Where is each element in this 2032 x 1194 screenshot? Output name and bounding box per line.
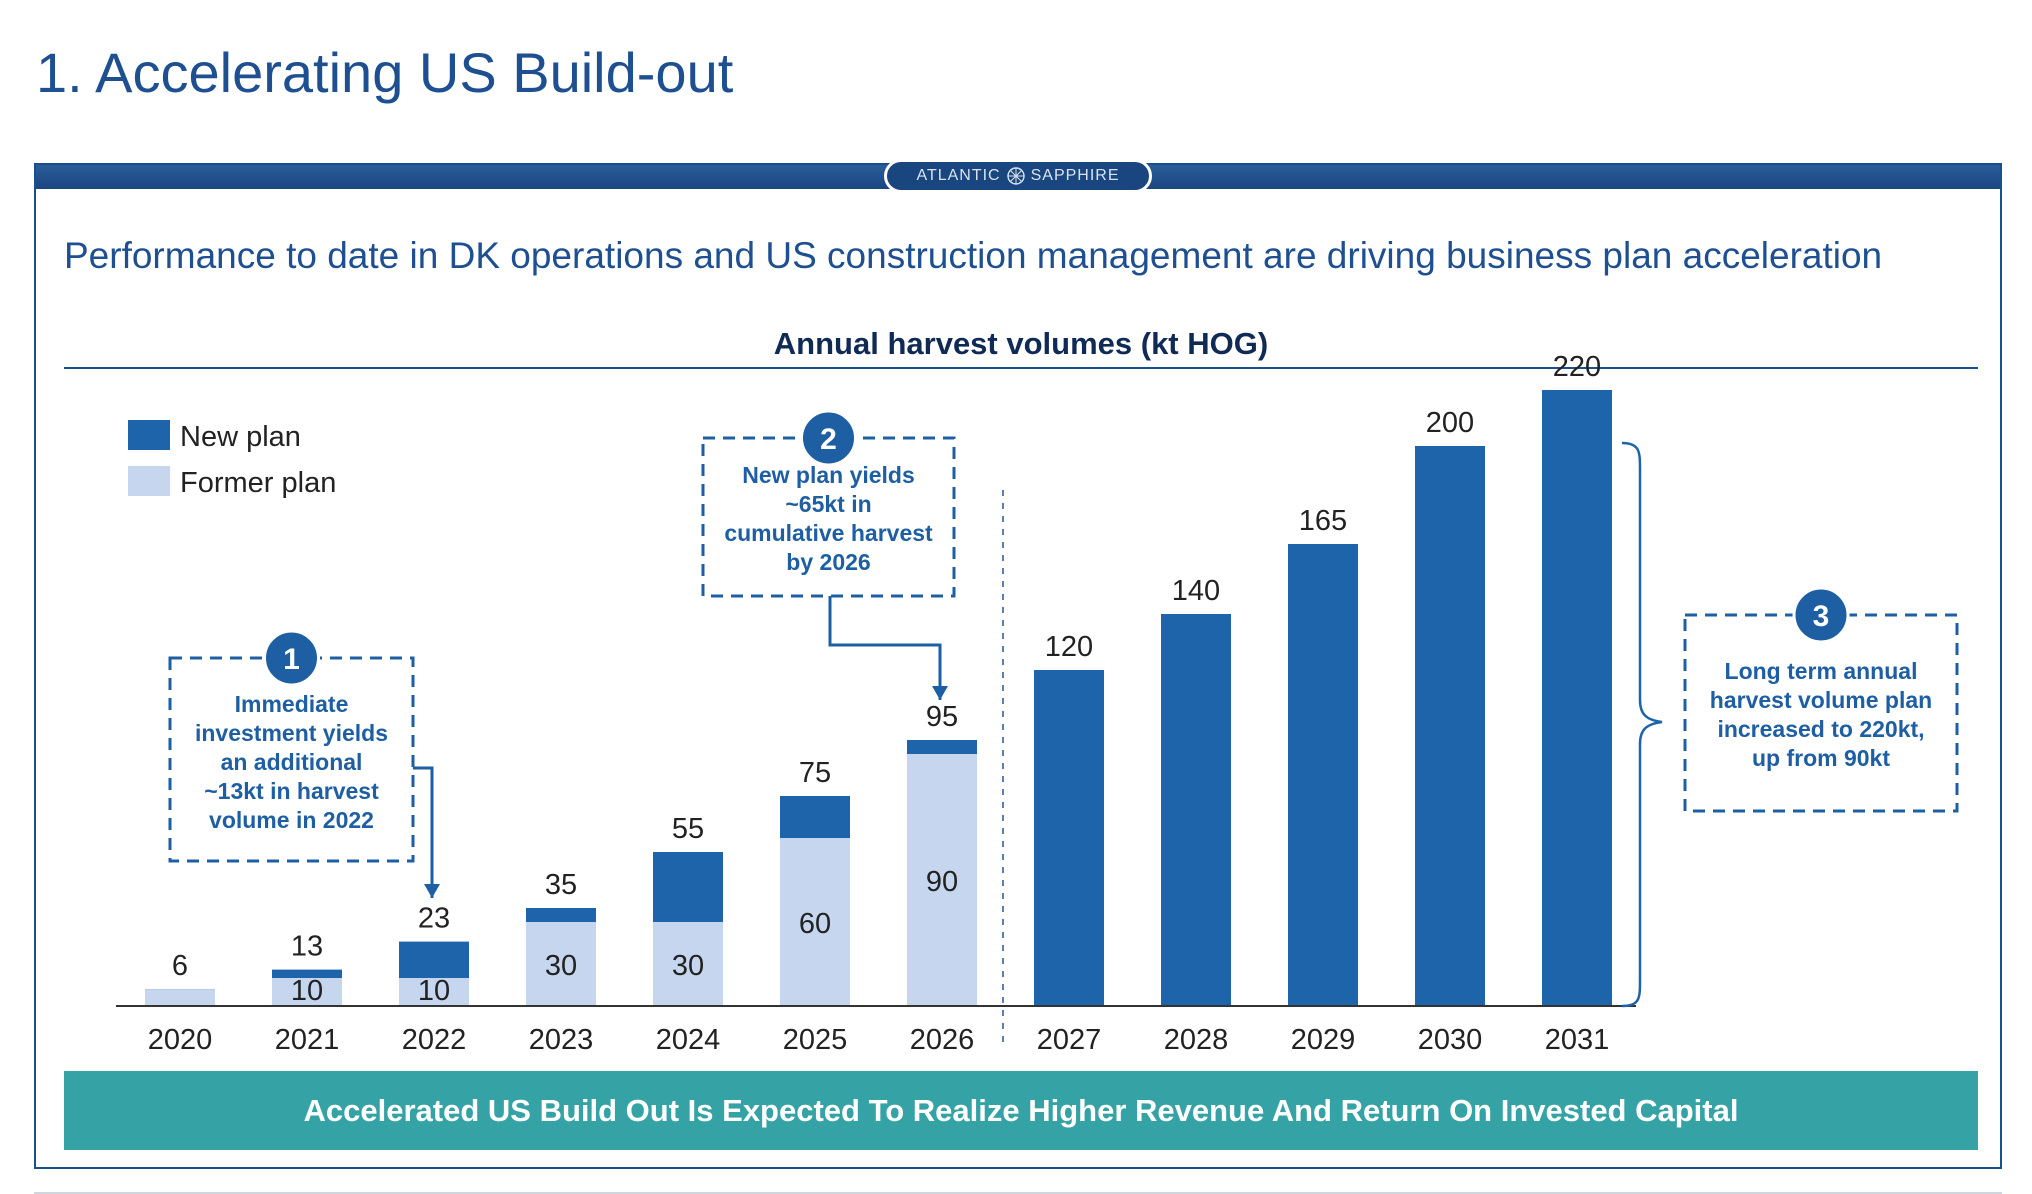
data-label-new-2022: 23 — [418, 903, 450, 935]
x-tick-label-2027: 2027 — [1037, 1024, 1102, 1056]
bar-former-plan-2024 — [653, 922, 723, 1006]
bar-former-plan-2022 — [399, 978, 469, 1006]
arrowhead-icon — [932, 686, 948, 700]
brand-name-left: ATLANTIC — [916, 167, 1001, 184]
bar-former-plan-2021 — [272, 978, 342, 1006]
bar-former-plan-2023 — [526, 922, 596, 1006]
callout-text-2: ~65kt in — [785, 491, 871, 517]
callout-arrow-2 — [828, 596, 942, 700]
bar-new-plan-2030 — [1415, 446, 1485, 1006]
page-bottom-rule — [34, 1192, 2002, 1194]
callout-arrow-1 — [413, 766, 434, 898]
bars-layer: 6 10 13 10 23 30 35 30 55 60 75 90 95 120 140 165 200 220 — [145, 351, 1612, 1007]
callout-text-2: by 2026 — [786, 549, 870, 575]
callout-text-3: Long term annual — [1725, 658, 1918, 684]
data-label-new-2029: 165 — [1299, 505, 1347, 537]
bar-new-plan-2029 — [1288, 544, 1358, 1006]
bar-former-plan-2025 — [780, 838, 850, 1006]
chart-subtitle: Performance to date in DK operations and… — [64, 235, 1882, 276]
x-tick-label-2030: 2030 — [1418, 1024, 1483, 1056]
callout-text-2: cumulative harvest — [724, 520, 933, 546]
bar-former-plan-2026 — [907, 754, 977, 1006]
sapphire-logo-icon — [1006, 167, 1025, 185]
callout-number-badge-2 — [800, 409, 857, 467]
chart-title: Annual harvest volumes (kt HOG) — [774, 326, 1268, 361]
data-label-former-2024: 30 — [672, 950, 704, 982]
callout-number-3: 3 — [1813, 600, 1830, 633]
callout-text-1: an additional — [221, 749, 363, 775]
callout-text-1: Immediate — [235, 691, 349, 717]
legend-label: New plan — [180, 421, 301, 453]
data-label-former-2021: 10 — [291, 975, 323, 1007]
data-label-new-2020: 6 — [172, 950, 188, 982]
callout-text-3: up from 90kt — [1752, 745, 1890, 771]
legend: New plan Former plan — [128, 420, 336, 499]
data-label-new-2030: 200 — [1426, 407, 1474, 439]
x-tick-label-2029: 2029 — [1291, 1024, 1356, 1056]
data-label-new-2021: 13 — [291, 931, 323, 963]
legend-swatch-former-plan — [128, 466, 170, 496]
x-tick-label-2021: 2021 — [275, 1024, 340, 1056]
callout-text-1: investment yields — [195, 720, 388, 746]
data-label-former-2022: 10 — [418, 975, 450, 1007]
x-tick-label-2026: 2026 — [910, 1024, 975, 1056]
callouts: Immediate investment yields an additional ~… — [168, 409, 1959, 898]
callout-box-3 — [1683, 613, 1959, 813]
data-label-former-2026: 90 — [926, 866, 958, 898]
page-title: 1. Accelerating US Build-out — [36, 41, 734, 104]
x-axis-labels: 2020 2021 2022 2023 2024 2025 2026 2027 2028 2029… — [148, 1024, 1610, 1056]
brand-logo: ATLANTIC SAPPHIRE — [884, 159, 1152, 193]
callout-text-3: increased to 220kt, — [1717, 716, 1924, 742]
bar-new-plan-2031 — [1542, 390, 1612, 1006]
callout-text-3: harvest volume plan — [1710, 687, 1932, 713]
data-label-new-2027: 120 — [1045, 631, 1093, 663]
legend-label: Former plan — [180, 467, 336, 499]
conclusion-banner — [64, 1071, 1978, 1150]
callout-number-1: 1 — [283, 643, 300, 676]
x-tick-label-2024: 2024 — [656, 1024, 721, 1056]
x-tick-label-2025: 2025 — [783, 1024, 848, 1056]
data-label-new-2025: 75 — [799, 757, 831, 789]
callout-text-1: volume in 2022 — [209, 807, 374, 833]
x-tick-label-2022: 2022 — [402, 1024, 467, 1056]
callout-number-badge-1 — [263, 629, 320, 687]
legend-swatch-new-plan — [128, 420, 170, 450]
callout-text-1: ~13kt in harvest — [204, 778, 379, 804]
data-label-new-2024: 55 — [672, 813, 704, 845]
conclusion-banner-text: Accelerated US Build Out Is Expected To … — [304, 1093, 1739, 1128]
arrowhead-icon — [424, 884, 440, 898]
data-label-former-2025: 60 — [799, 908, 831, 940]
callout-number-badge-3 — [1792, 586, 1850, 644]
data-label-new-2031: 220 — [1553, 351, 1601, 383]
x-tick-label-2020: 2020 — [148, 1024, 213, 1056]
data-label-new-2026: 95 — [926, 701, 958, 733]
data-label-former-2023: 30 — [545, 950, 577, 982]
x-tick-label-2023: 2023 — [529, 1024, 594, 1056]
content-panel: ATLANTIC SAPPHIRE — [34, 159, 2002, 1169]
data-label-new-2028: 140 — [1172, 575, 1220, 607]
brace-long-term — [1621, 441, 1663, 1008]
brand-name-right: SAPPHIRE — [1030, 167, 1120, 184]
bar-new-plan-2027 — [1034, 670, 1104, 1006]
bar-new-plan-2028 — [1161, 614, 1231, 1006]
data-label-new-2023: 35 — [545, 869, 577, 901]
x-tick-label-2028: 2028 — [1164, 1024, 1229, 1056]
x-tick-label-2031: 2031 — [1545, 1024, 1610, 1056]
callout-number-2: 2 — [820, 423, 837, 456]
bar-former-plan-2020 — [145, 989, 215, 1006]
